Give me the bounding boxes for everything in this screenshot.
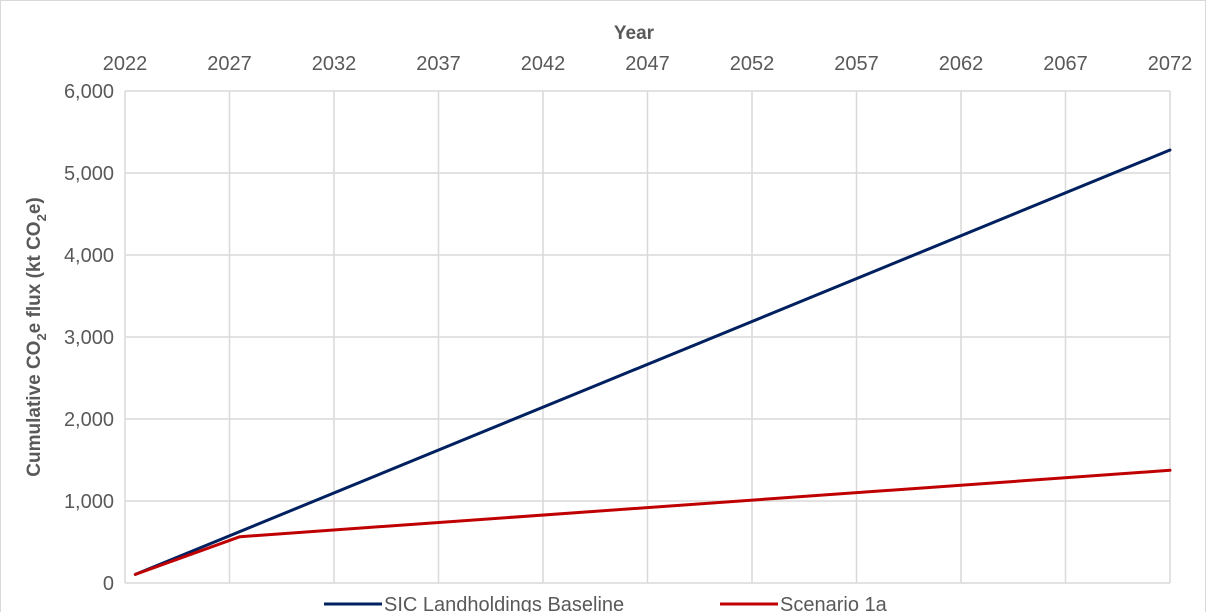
legend-item-scenario-1a: Scenario 1a <box>720 594 888 612</box>
x-tick-label-2047: 2047 <box>625 53 670 75</box>
legend-label-baseline: SIC Landholdings Baseline <box>384 594 624 612</box>
x-tick-label-2022: 2022 <box>103 53 148 75</box>
gridlines <box>124 90 1171 584</box>
tick-labels: 2022 2027 2032 2037 2042 2047 2052 2057 2062 2067… <box>64 53 1192 595</box>
y-tick-label-0: 0 <box>103 573 114 595</box>
y-axis-title-sub2: 2 <box>34 214 49 221</box>
series-line-sic-landholdings-baseline <box>133 148 1172 576</box>
x-tick-label-2027: 2027 <box>207 53 252 75</box>
y-axis-title-sub1: 2 <box>34 333 49 340</box>
x-tick-label-2072: 2072 <box>1148 53 1193 75</box>
y-tick-label-3000: 3,000 <box>64 327 114 349</box>
x-tick-label-2042: 2042 <box>521 53 566 75</box>
series-lines <box>133 148 1172 576</box>
y-tick-label-2000: 2,000 <box>64 409 114 431</box>
series-line-scenario-1a <box>133 468 1172 576</box>
y-tick-label-6000: 6,000 <box>64 81 114 103</box>
x-axis-title: Year <box>614 23 655 44</box>
y-axis-title-part3: e) <box>24 197 45 214</box>
x-tick-label-2037: 2037 <box>416 53 461 75</box>
y-tick-label-5000: 5,000 <box>64 163 114 185</box>
y-axis-title-part1: Cumulative CO <box>24 341 45 477</box>
y-axis-title-part2: e flux (kt CO <box>24 221 45 333</box>
x-tick-label-2052: 2052 <box>730 53 775 75</box>
legend-label-scenario-1a: Scenario 1a <box>780 594 888 612</box>
legend: SIC Landholdings Baseline Scenario 1a <box>324 594 888 612</box>
y-tick-label-4000: 4,000 <box>64 245 114 267</box>
legend-item-baseline: SIC Landholdings Baseline <box>324 594 624 612</box>
x-tick-label-2032: 2032 <box>312 53 357 75</box>
y-axis-title: Cumulative CO2e flux (kt CO2e) <box>24 197 49 476</box>
y-tick-label-1000: 1,000 <box>64 491 114 513</box>
x-tick-label-2062: 2062 <box>939 53 984 75</box>
x-tick-label-2067: 2067 <box>1043 53 1088 75</box>
x-tick-label-2057: 2057 <box>834 53 879 75</box>
